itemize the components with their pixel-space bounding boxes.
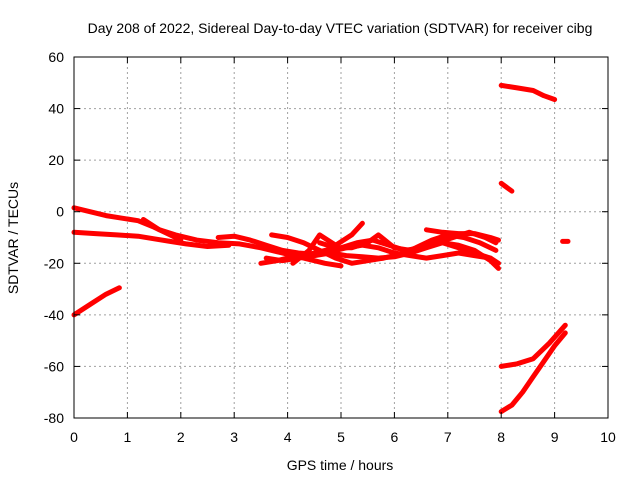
y-axis-label: SDTVAR / TECUs — [5, 182, 21, 294]
series-line-16 — [498, 330, 568, 415]
x-axis-label: GPS time / hours — [287, 457, 394, 473]
x-tick-label: 1 — [124, 429, 132, 445]
series-line-8 — [269, 232, 499, 266]
y-tick-label: -20 — [44, 255, 64, 271]
y-tick-label: 0 — [56, 204, 64, 220]
x-tick-label: 4 — [284, 429, 292, 445]
series-line-11 — [423, 227, 501, 243]
x-tick-label: 2 — [177, 429, 185, 445]
y-tick-labels: -80 -60 -40 -20 0 20 40 60 — [44, 49, 64, 426]
chart-title: Day 208 of 2022, Sidereal Day-to-day VTE… — [88, 20, 593, 36]
series-line-4 — [140, 217, 344, 269]
y-tick-label: -80 — [44, 410, 64, 426]
x-tick-label: 10 — [600, 429, 616, 445]
y-tick-label: -40 — [44, 307, 64, 323]
x-tick-label: 7 — [444, 429, 452, 445]
series-line-13 — [498, 180, 515, 194]
y-tick-label: 60 — [48, 49, 64, 65]
y-tick-label: -60 — [44, 358, 64, 374]
x-tick-label: 0 — [70, 429, 78, 445]
x-tick-label: 8 — [497, 429, 505, 445]
y-tick-label: 40 — [48, 101, 64, 117]
x-tick-label: 3 — [230, 429, 238, 445]
axis-ticks — [73, 56, 609, 419]
x-tick-label: 9 — [551, 429, 559, 445]
series-layer — [71, 82, 571, 415]
series-line-9 — [290, 220, 365, 266]
series-line-12 — [498, 82, 558, 102]
y-tick-label: 20 — [48, 152, 64, 168]
x-tick-labels: 0 1 2 3 4 5 6 7 8 9 10 — [70, 429, 616, 445]
grid — [74, 57, 608, 418]
x-tick-label: 6 — [391, 429, 399, 445]
x-tick-label: 5 — [337, 429, 345, 445]
series-line-10 — [317, 232, 501, 271]
series-line-15 — [498, 322, 568, 369]
series-line-3 — [71, 285, 122, 318]
series-line-2 — [71, 229, 232, 249]
